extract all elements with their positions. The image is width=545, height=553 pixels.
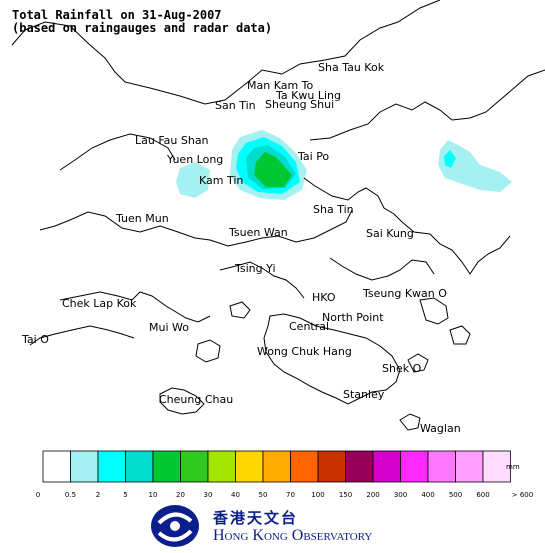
legend-swatch [180, 450, 209, 483]
place-label-tsuen-wan: Tsuen Wan [228, 226, 288, 239]
legend-tick-label: 5 [123, 491, 127, 499]
place-label-tuen-mun: Tuen Mun [115, 212, 169, 225]
logo-english-text: Hong Kong Observatory [213, 527, 373, 544]
legend-swatch [152, 450, 181, 483]
legend-tick-label: 10 [149, 491, 158, 499]
legend-swatch [125, 450, 154, 483]
legend-tick-label: 100 [311, 491, 324, 499]
place-label-shek-o: Shek O [382, 362, 422, 375]
legend-swatches [42, 450, 511, 483]
legend-swatch [207, 450, 236, 483]
rain-area-north-east-core [444, 150, 456, 168]
rain-area-north-east [438, 140, 512, 192]
legend-swatch [70, 450, 99, 483]
legend-swatch [455, 450, 484, 483]
place-label-lau-fau-shan: Lau Fau Shan [135, 134, 209, 147]
place-label-tai-o: Tai O [21, 333, 49, 346]
place-label-man-kam-to: Man Kam To [247, 79, 314, 92]
place-label-waglan: Waglan [420, 422, 461, 435]
legend-tick-label: 40 [231, 491, 240, 499]
place-label-cheung-chau: Cheung Chau [159, 393, 233, 406]
legend-tick-label: 600 [476, 491, 489, 499]
legend-tick-label: 70 [286, 491, 295, 499]
coastline [11, 0, 545, 431]
place-label-sheung-shui: Sheung Shui [265, 98, 334, 111]
place-label-ta-kwu-ling: Ta Kwu Ling [275, 89, 341, 102]
legend-unit: mm [506, 463, 520, 471]
title-line-2: (based on raingauges and radar data) [12, 21, 273, 35]
legend-tick-label: 2 [96, 491, 100, 499]
rain-area-kam-tin [176, 162, 210, 198]
place-label-chek-lap-kok: Chek Lap Kok [62, 297, 137, 310]
place-label-sai-kung: Sai Kung [366, 227, 414, 240]
legend-tick-label: 30 [204, 491, 213, 499]
legend-swatch [97, 450, 126, 483]
legend-tick-label: 50 [259, 491, 268, 499]
hko-logo: 香港天文台 Hong Kong Observatory [145, 503, 405, 549]
place-label-hko: HKO [312, 291, 336, 304]
place-label-wong-chuk-hang: Wong Chuk Hang [257, 345, 352, 358]
legend-swatch [482, 450, 511, 483]
place-label-central: Central [289, 320, 329, 333]
title-line-1: Total Rainfall on 31-Aug-2007 [12, 8, 222, 22]
legend-tick-label: 0 [36, 491, 40, 499]
place-label-sha-tau-kok: Sha Tau Kok [318, 61, 385, 74]
legend-swatch [427, 450, 456, 483]
place-label-kam-tin: Kam Tin [199, 174, 243, 187]
place-label-tsing-yi: Tsing Yi [234, 262, 276, 275]
legend-swatch [400, 450, 429, 483]
legend-tick-label: 20 [176, 491, 185, 499]
rainfall-legend: 0 0.5 2 5 10 20 30 40 50 70 100 150 200 300 400 500 600 >… [36, 450, 533, 499]
place-label-yuen-long: Yuen Long [166, 153, 223, 166]
legend-swatch [235, 450, 264, 483]
legend-tick-label: 0.5 [65, 491, 76, 499]
legend-swatch [262, 450, 291, 483]
hko-emblem-icon [151, 505, 199, 547]
place-label-san-tin: San Tin [215, 99, 256, 112]
legend-swatch [345, 450, 374, 483]
place-label-sha-tin: Sha Tin [313, 203, 354, 216]
rainfall-shading [176, 130, 512, 200]
legend-ticks: 0 0.5 2 5 10 20 30 40 50 70 100 150 200 300 400 500 600 >… [36, 491, 533, 499]
rain-area-tai-po-core [254, 152, 292, 187]
logo-chinese-name: 香港天文台 [213, 509, 299, 527]
logo-english-name: Hong Kong Observatory [213, 527, 372, 545]
legend-tick-label: > 600 [512, 491, 533, 499]
map-title: Total Rainfall on 31-Aug-2007 (based on … [12, 9, 272, 35]
legend-swatch [317, 450, 346, 483]
legend-tick-label: 200 [366, 491, 379, 499]
legend-tick-label: 150 [339, 491, 352, 499]
legend-tick-label: 300 [394, 491, 407, 499]
place-label-mui-wo: Mui Wo [149, 321, 189, 334]
place-label-stanley: Stanley [343, 388, 385, 401]
place-label-tseung-kwan-o: Tseung Kwan O [362, 287, 447, 300]
place-label-tai-po: Tai Po [297, 150, 329, 163]
legend-tick-label: 400 [421, 491, 434, 499]
legend-tick-label: 500 [449, 491, 462, 499]
legend-swatch [372, 450, 401, 483]
legend-swatch [290, 450, 319, 483]
legend-swatch [42, 450, 71, 483]
place-label-north-point: North Point [322, 311, 384, 324]
